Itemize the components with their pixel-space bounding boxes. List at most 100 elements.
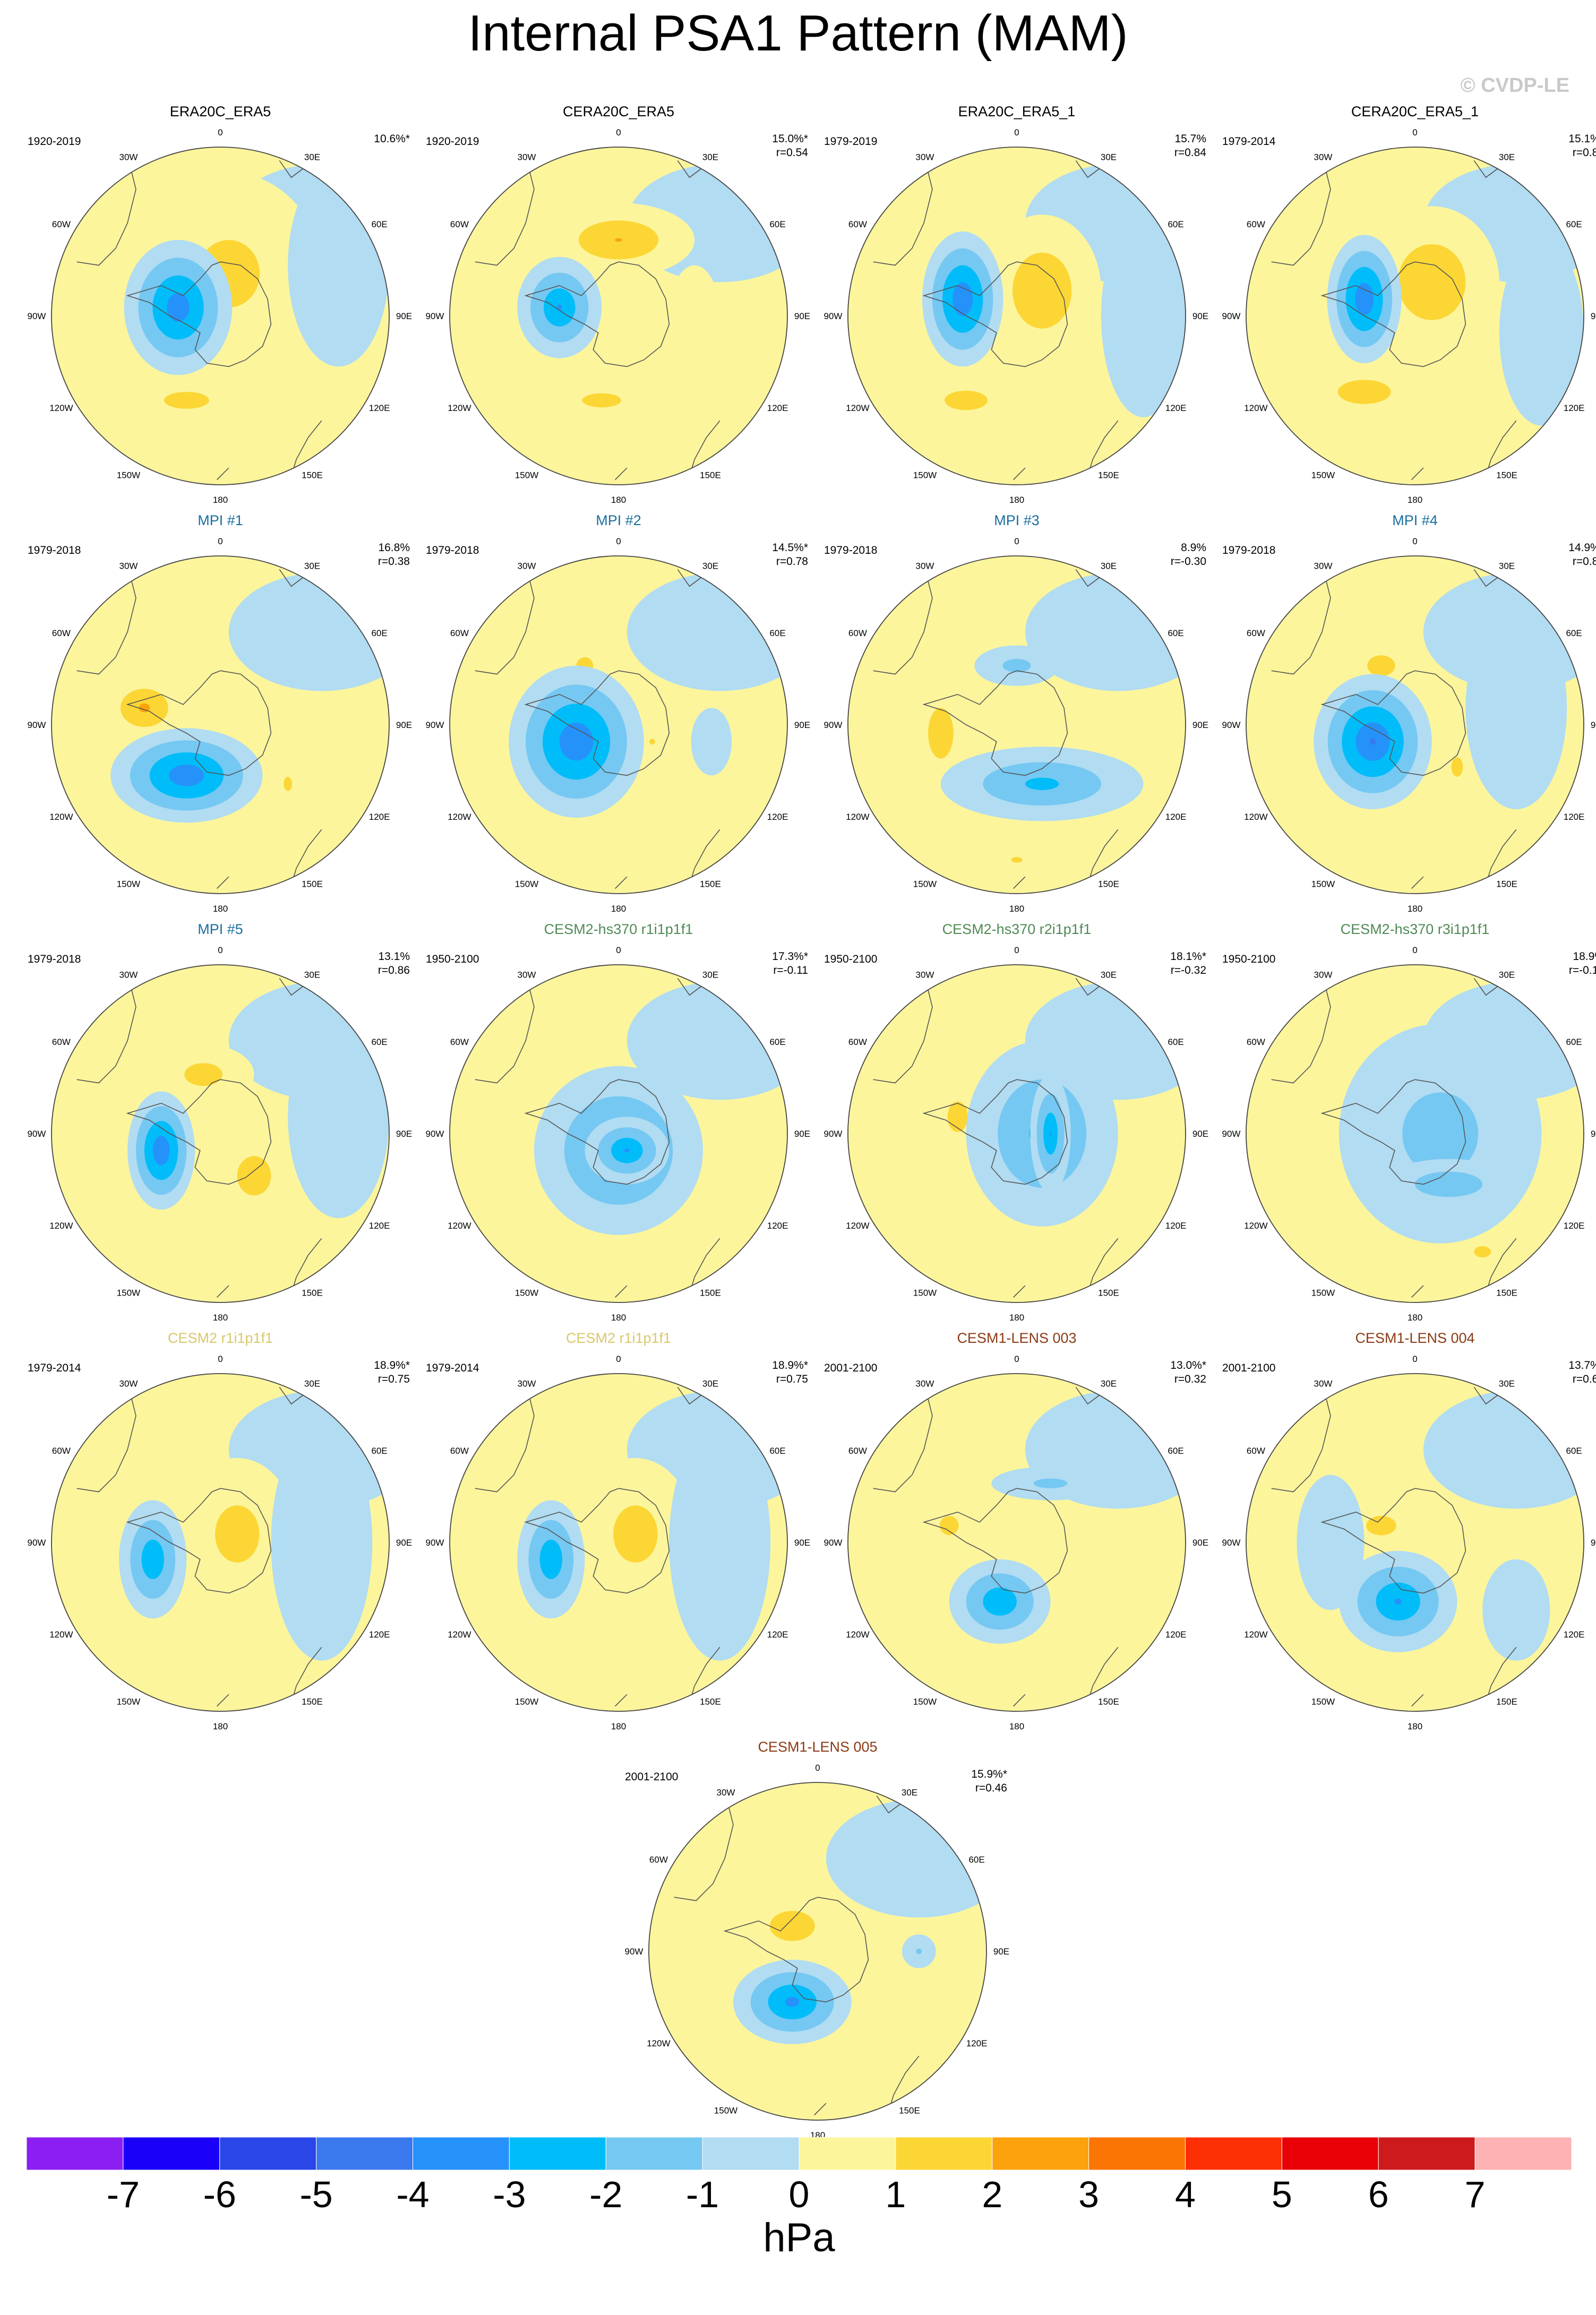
map-boundary	[847, 555, 1186, 894]
variance-explained: 8.9%	[1181, 542, 1206, 554]
antarctica-coastline	[1320, 1488, 1466, 1594]
panel-stats: 17.3%* r=-0.11	[772, 950, 808, 978]
longitude-label: 90E	[1591, 720, 1596, 730]
colorbar-label: -7	[107, 2174, 140, 2215]
map-boundary	[449, 555, 788, 894]
antarctica-coastline	[126, 1488, 272, 1594]
longitude-label: 150E	[899, 2106, 920, 2116]
variance-explained: 15.7%	[1174, 133, 1206, 145]
longitude-label: 60W	[52, 1037, 71, 1047]
longitude-label: 60W	[450, 1446, 469, 1456]
longitude-label: 90W	[28, 1538, 46, 1548]
colorbar-segment	[1185, 2137, 1282, 2171]
longitude-label: 180	[611, 1313, 626, 1323]
panel-title: CESM2-hs370 r1i1p1f1	[544, 921, 693, 937]
pattern-correlation: r=0.86	[377, 964, 410, 976]
anomaly-contour	[1465, 606, 1567, 809]
colorbar-segment	[413, 2137, 510, 2171]
longitude-label: 60W	[848, 628, 867, 638]
longitude-label: 90W	[426, 1129, 444, 1139]
longitude-label: 150E	[302, 470, 323, 481]
longitude-label: 0	[1412, 536, 1417, 546]
longitude-label: 30E	[1101, 970, 1117, 980]
map-field	[1246, 147, 1584, 485]
anomaly-contour	[939, 1516, 959, 1536]
coastlines	[475, 1382, 720, 1707]
anomaly-contour	[1398, 244, 1466, 320]
longitude-label: 90W	[824, 1129, 843, 1139]
south-america-coastline	[76, 564, 136, 675]
longitude-label: 90W	[1222, 1538, 1241, 1548]
map-panel: CERA20C_ERA5_1 1979-2014 15.1%* r=0.84 0 30E 6…	[1216, 104, 1596, 507]
longitude-label: 120W	[49, 1630, 73, 1640]
antarctica-coastline	[524, 1079, 670, 1185]
new-zealand-coastline	[615, 1285, 628, 1298]
longitude-label: 150E	[700, 470, 721, 481]
south-america-coastline	[475, 973, 535, 1084]
longitude-label: 30W	[119, 1378, 138, 1388]
africa-coastline	[876, 1795, 903, 1814]
new-zealand-coastline	[1013, 1694, 1026, 1707]
longitude-label: 90E	[396, 1538, 412, 1548]
longitude-label: 180	[1009, 904, 1024, 914]
africa-coastline	[677, 978, 703, 996]
anomaly-contour	[613, 1505, 658, 1563]
longitude-label: 30E	[702, 1378, 718, 1388]
longitude-label: 150W	[117, 1288, 140, 1298]
anomaly-contour	[1337, 380, 1391, 404]
longitude-label: 60E	[1168, 1446, 1183, 1456]
longitude-label: 30W	[1314, 1378, 1333, 1388]
longitude-label: 0	[218, 1354, 222, 1364]
map-panel: MPI #1 1979-2018 16.8% r=0.38 0 30E 60E 90E 120E…	[21, 512, 419, 916]
panel-stats: 13.0%* r=0.32	[1170, 1359, 1206, 1386]
period-label: 1979-2018	[426, 544, 479, 556]
colorbar-segment	[123, 2137, 220, 2171]
longitude-label: 30E	[1101, 1378, 1117, 1388]
longitude-label: 90W	[28, 720, 46, 730]
longitude-label: 150W	[1311, 1288, 1335, 1298]
anomaly-contour	[1499, 239, 1584, 426]
anomaly-contour	[237, 1156, 271, 1196]
panel-stats: 8.9% r=-0.30	[1171, 541, 1206, 569]
longitude-label: 90E	[1192, 1129, 1208, 1139]
longitude-label: 60E	[1566, 1446, 1582, 1456]
anomaly-contour	[1033, 1478, 1068, 1488]
coastlines	[475, 564, 720, 889]
longitude-label: 90E	[794, 1538, 810, 1548]
longitude-label: 30E	[304, 970, 320, 980]
longitude-label: 150E	[302, 879, 323, 889]
longitude-label: 30W	[1314, 970, 1333, 980]
longitude-label: 150W	[117, 470, 140, 481]
longitude-label: 120W	[846, 1221, 869, 1231]
panel-title: MPI #3	[994, 512, 1040, 528]
anomaly-contour	[649, 739, 655, 745]
panel-stats: 10.6%*	[374, 132, 410, 146]
map-field	[52, 965, 389, 1302]
period-label: 1950-2100	[824, 953, 878, 965]
variance-explained: 13.7%*	[1568, 1359, 1596, 1371]
variance-explained: 14.5%*	[772, 542, 808, 554]
map-boundary	[847, 1373, 1186, 1712]
longitude-label: 30W	[916, 152, 934, 162]
coastlines	[873, 564, 1119, 889]
longitude-label: 30W	[518, 152, 536, 162]
longitude-label: 30E	[304, 152, 320, 162]
panel-stats: 15.9%* r=0.46	[971, 1768, 1007, 1795]
map-panel: CESM1-LENS 004 2001-2100 13.7%* r=0.64 0 30E 6…	[1216, 1330, 1596, 1734]
longitude-label: 60E	[769, 1446, 785, 1456]
longitude-label: 180	[1009, 1721, 1024, 1731]
africa-coastline	[1075, 1386, 1102, 1405]
longitude-label: 180	[1009, 1313, 1024, 1323]
south-america-coastline	[475, 1382, 535, 1493]
south-america-coastline	[674, 1790, 734, 1901]
panel-stats: 13.7%* r=0.64	[1568, 1359, 1596, 1386]
variance-explained: 15.9%*	[971, 1768, 1007, 1780]
longitude-label: 180	[1408, 495, 1422, 505]
longitude-label: 30E	[702, 561, 718, 571]
longitude-label: 120W	[1244, 1221, 1267, 1231]
longitude-label: 90W	[426, 720, 444, 730]
panel-stats: 15.0%* r=0.54	[772, 132, 808, 160]
